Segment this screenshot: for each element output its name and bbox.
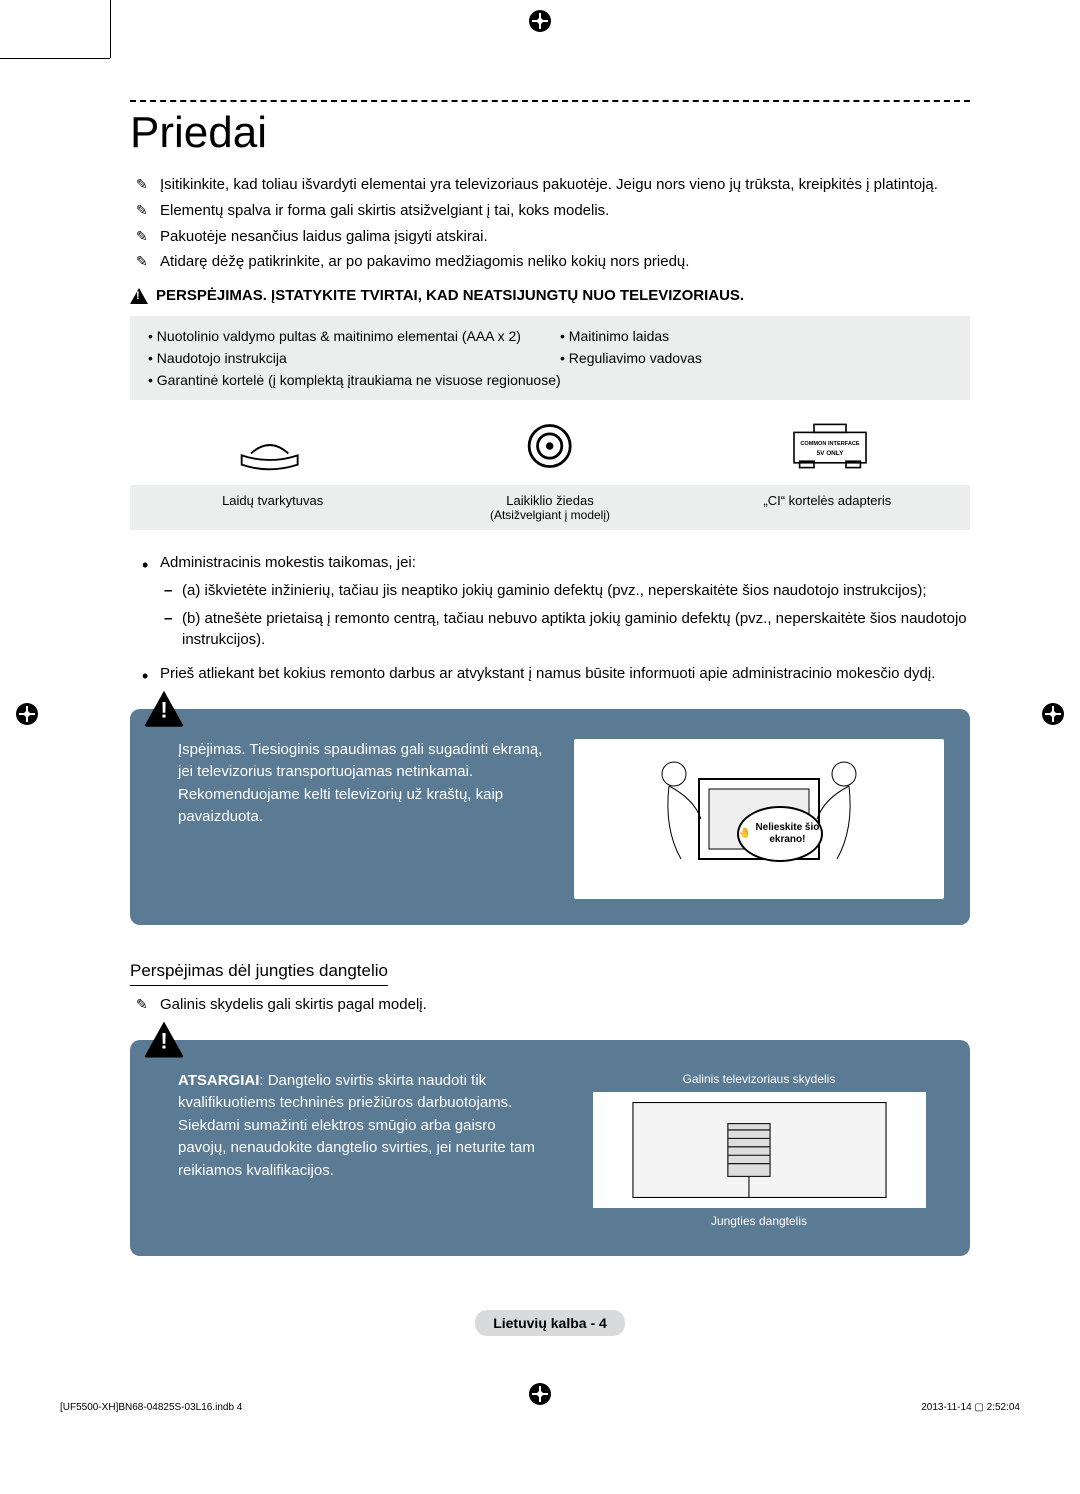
accessory-label: Laikiklio žiedas (Atsižvelgiant į modelį… [411, 493, 688, 522]
dashed-rule [130, 100, 970, 102]
admin-fee-item: (a) iškvietėte inžinierių, tačiau jis ne… [160, 580, 970, 602]
note-item: Įsitikinkite, kad toliau išvardyti eleme… [130, 174, 970, 196]
connector-caution-panel: ATSARGIAI: Dangtelio svirtis skirta naud… [130, 1040, 970, 1256]
admin-fee-list: Administracinis mokestis taikomas, jei: … [138, 552, 970, 685]
accessory-label: „CI“ kortelės adapteris [689, 493, 966, 522]
note-item: Elementų spalva ir forma gali skirtis at… [130, 200, 970, 222]
carry-tv-illustration: 🤚 Nelieskite šio ekrano! [574, 739, 944, 899]
panel-text: ATSARGIAI: Dangtelio svirtis skirta naud… [178, 1070, 548, 1230]
admin-fee-item: (b) atnešėte prietaisą į remonto centrą,… [160, 608, 970, 652]
warning-triangle-icon [130, 288, 148, 304]
admin-fee-outro: Prieš atliekant bet kokius remonto darbu… [138, 663, 970, 685]
warning-badge-icon [144, 691, 184, 727]
warning-text: PERSPĖJIMAS. ĮSTATYKITE TVIRTAI, KAD NEA… [156, 287, 744, 304]
accessory-label-row: Laidų tvarkytuvas Laikiklio žiedas (Atsi… [130, 485, 970, 530]
do-not-touch-callout: 🤚 Nelieskite šio ekrano! [737, 806, 823, 862]
holder-ring-icon [410, 418, 690, 479]
included-item: Garantinė kortelė (į komplektą įtraukiam… [148, 372, 952, 388]
registration-mark-icon [529, 10, 551, 32]
included-item: Reguliavimo vadovas [560, 350, 952, 366]
rear-panel-illustration: Galinis televizoriaus skydelis Jungties … [574, 1070, 944, 1230]
crop-mark [0, 58, 110, 59]
warning-badge-icon [144, 1022, 184, 1058]
page-title: Priedai [130, 108, 970, 158]
included-item: Maitinimo laidas [560, 328, 952, 344]
transport-warning-panel: Įspėjimas. Tiesioginis spaudimas gali su… [130, 709, 970, 925]
crop-mark [110, 0, 111, 58]
included-item: Naudotojo instrukcija [148, 350, 540, 366]
registration-mark-icon [1042, 703, 1064, 725]
registration-mark-icon [16, 703, 38, 725]
connector-cover-heading: Perspėjimas dėl jungties dangtelio [130, 961, 388, 986]
connector-cover-label: Jungties dangtelis [711, 1212, 807, 1230]
svg-text:5V ONLY: 5V ONLY [817, 450, 844, 457]
notes-list: Įsitikinkite, kad toliau išvardyti eleme… [130, 174, 970, 273]
connector-note: Galinis skydelis gali skirtis pagal mode… [130, 994, 970, 1016]
included-items-box: Nuotolinio valdymo pultas & maitinimo el… [130, 316, 970, 400]
ci-adapter-icon: COMMON INTERFACE 5V ONLY [690, 418, 970, 479]
print-footer-right: 2013-11-14 ▢ 2:52:04 [921, 1402, 1020, 1413]
svg-text:COMMON INTERFACE: COMMON INTERFACE [800, 441, 860, 447]
print-footer-left: [UF5500-XH]BN68-04825S-03L16.indb 4 [60, 1402, 242, 1413]
note-item: Pakuotėje nesančius laidus galima įsigyt… [130, 226, 970, 248]
note-item: Atidarę dėžę patikrinkite, ar po pakavim… [130, 251, 970, 273]
rear-panel-label: Galinis televizoriaus skydelis [683, 1070, 836, 1088]
accessory-icon-row: COMMON INTERFACE 5V ONLY [130, 418, 970, 479]
panel-text: Įspėjimas. Tiesioginis spaudimas gali su… [178, 739, 548, 899]
admin-fee-intro: Administracinis mokestis taikomas, jei: … [138, 552, 970, 651]
cable-holder-icon [130, 418, 410, 479]
included-item: Nuotolinio valdymo pultas & maitinimo el… [148, 328, 540, 344]
registration-mark-icon [529, 1383, 551, 1405]
accessory-label: Laidų tvarkytuvas [134, 493, 411, 522]
warning-line: PERSPĖJIMAS. ĮSTATYKITE TVIRTAI, KAD NEA… [130, 287, 970, 304]
page-footer-pill: Lietuvių kalba - 4 [130, 1310, 970, 1336]
